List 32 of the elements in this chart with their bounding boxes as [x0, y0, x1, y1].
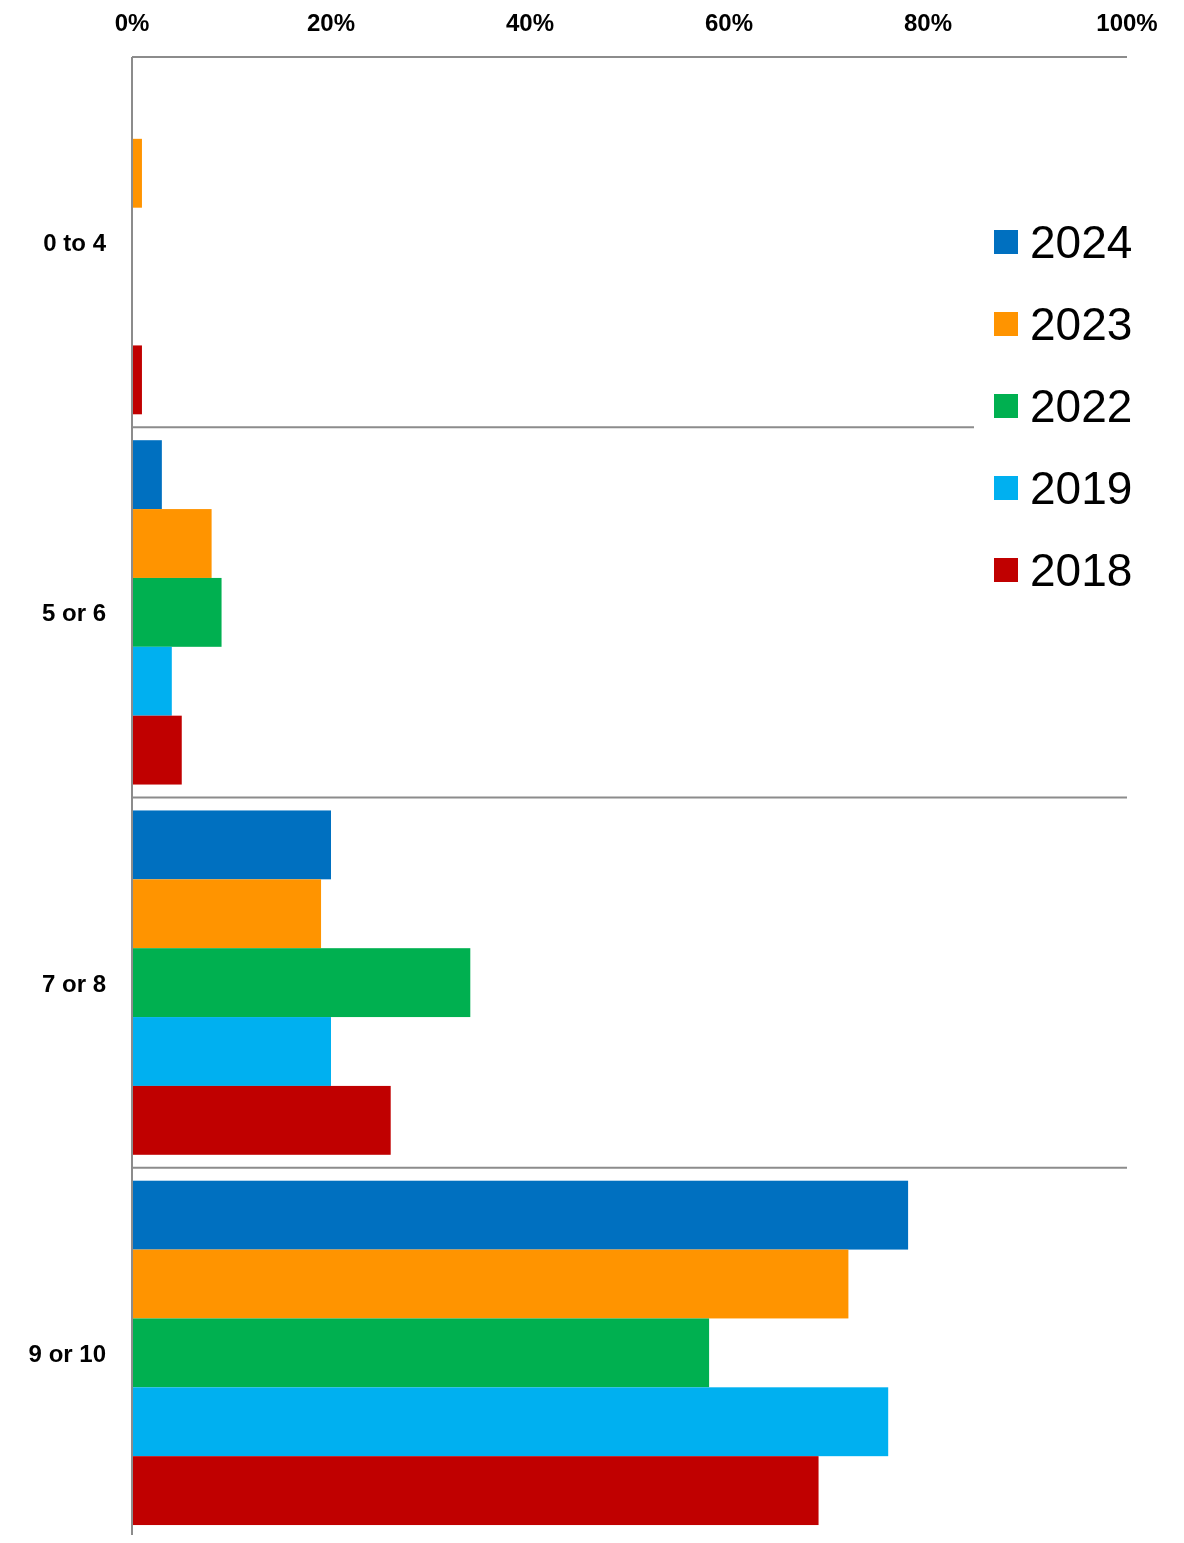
bar: [132, 646, 172, 716]
x-tick-label: 80%: [903, 9, 953, 36]
bar: [132, 440, 162, 510]
bar: [132, 1456, 819, 1526]
bar: [132, 1249, 849, 1319]
bar: [132, 1017, 331, 1086]
bar: [132, 715, 182, 785]
bar: [132, 1085, 391, 1155]
bar: [132, 948, 471, 1018]
legend-label: 2022: [1030, 380, 1133, 432]
y-tick-label: 0 to 4: [43, 229, 107, 257]
legend-label: 2023: [1030, 298, 1133, 350]
y-tick-label: 7 or 8: [41, 969, 106, 997]
legend-label: 2019: [1030, 462, 1133, 514]
x-tick-label: 0%: [114, 9, 150, 36]
bar: [132, 1387, 889, 1457]
bar: [132, 1180, 909, 1250]
bar: [132, 577, 222, 647]
bar: [132, 879, 322, 949]
y-tick-label: 9 or 10: [28, 1339, 106, 1367]
bar: [132, 138, 142, 208]
legend-label: 2024: [1030, 216, 1133, 268]
x-tick-label: 100%: [1096, 9, 1158, 36]
legend-label: 2018: [1030, 544, 1133, 596]
bar: [132, 1318, 710, 1388]
bar: [132, 345, 142, 415]
bar: [132, 509, 212, 578]
bar: [132, 810, 331, 880]
x-tick-label: 20%: [306, 9, 356, 36]
x-tick-label: 60%: [704, 9, 754, 36]
y-tick-label: 5 or 6: [41, 599, 106, 627]
x-tick-label: 40%: [505, 9, 555, 36]
